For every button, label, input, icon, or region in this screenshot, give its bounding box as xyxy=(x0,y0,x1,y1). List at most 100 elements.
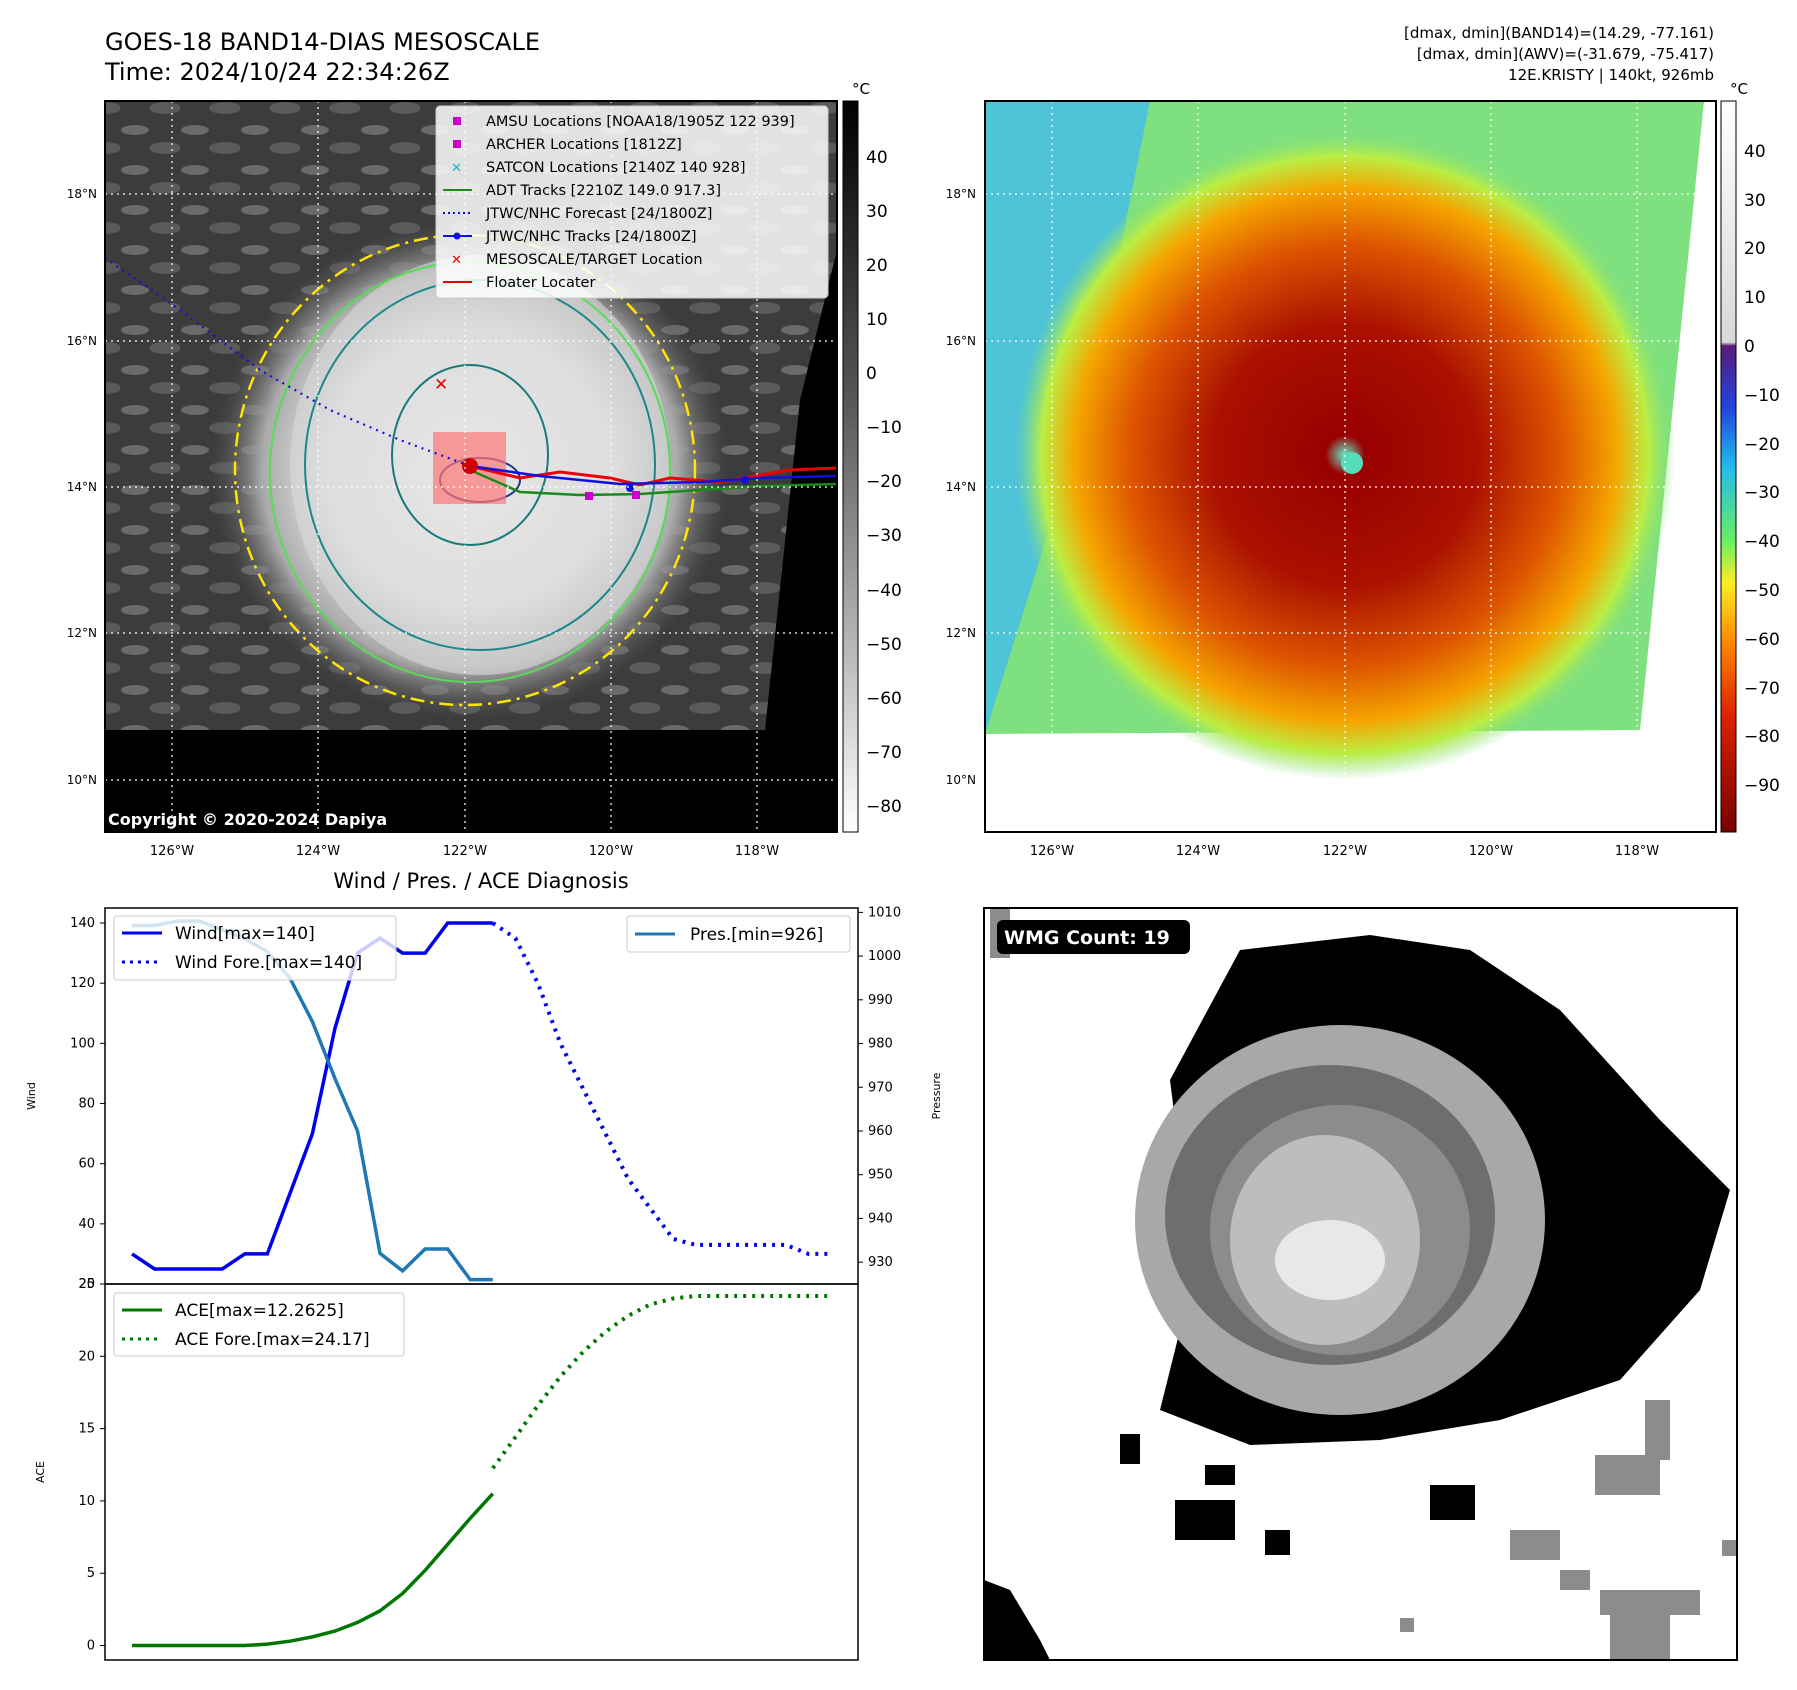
enh-colorbar-tick: 40 xyxy=(1744,142,1766,162)
pressure-ytick-label: 980 xyxy=(868,1037,893,1052)
diagnosis-title: Wind / Pres. / ACE Diagnosis xyxy=(333,869,628,893)
legend-jtwc-track-dot xyxy=(453,232,461,240)
enh-lat-tick-labels: 18°N 16°N 14°N 12°N 10°N xyxy=(946,187,976,787)
enh-map-frame xyxy=(984,100,1717,833)
legend-archer-icon xyxy=(453,140,461,148)
map-legend: AMSU Locations [NOAA18/1905Z 122 939] AR… xyxy=(435,105,829,299)
lat-tick-label: 18°N xyxy=(67,187,97,201)
series-ace-fore-line xyxy=(491,1294,831,1470)
wmg-gray-patch xyxy=(1722,1540,1737,1556)
info-line-2: [dmax, dmin](AWV)=(-31.679, -75.417) xyxy=(1417,45,1714,63)
pressure-ytick-label: 960 xyxy=(868,1124,893,1139)
wmg-black-patch xyxy=(1175,1500,1235,1540)
ir-colorbar-tick: −30 xyxy=(866,526,902,546)
ir-colorbar-tick: 30 xyxy=(866,202,888,222)
legend-adt-label: ADT Tracks [2210Z 149.0 917.3] xyxy=(486,183,721,199)
ir-nodata-right xyxy=(765,101,837,832)
enh-colorbar-tick: 10 xyxy=(1744,288,1766,308)
lat-tick-label: 14°N xyxy=(67,480,97,494)
wmg-black-patch xyxy=(1265,1530,1290,1555)
ace-legend: ACE[max=12.2625] ACE Fore.[max=24.17] xyxy=(113,1292,405,1357)
ir-nodata-bottom xyxy=(105,730,837,832)
wind-ytick-label: 40 xyxy=(78,1217,95,1232)
wmg-black-corner xyxy=(984,1580,1050,1660)
info-line-1: [dmax, dmin](BAND14)=(14.29, -77.161) xyxy=(1404,24,1714,42)
legend-archer-label: ARCHER Locations [1812Z] xyxy=(486,137,682,153)
lat-tick-label: 12°N xyxy=(946,626,976,640)
amsu-marker xyxy=(585,492,593,500)
ir-colorbar-tick: −70 xyxy=(866,743,902,763)
legend-satcon-label: SATCON Locations [2140Z 140 928] xyxy=(486,160,745,176)
wind-ytick-label: 80 xyxy=(78,1097,95,1112)
pressure-ytick-label: 1000 xyxy=(868,949,901,964)
enh-colorbar-ticks: 40 30 20 10 0 −10 −20 −30 −40 −50 −60 −7… xyxy=(1744,142,1780,796)
legend-floater-label: Floater Locater xyxy=(486,275,595,291)
ace-ytick-label: 10 xyxy=(78,1494,95,1509)
ace-ytick-label: 5 xyxy=(87,1566,95,1581)
ir-colorbar-tick: 40 xyxy=(866,148,888,168)
enh-colorbar-tick: −50 xyxy=(1744,581,1780,601)
pressure-ytick-label: 970 xyxy=(868,1080,893,1095)
legend-jtwc-forecast-label: JTWC/NHC Forecast [24/1800Z] xyxy=(485,206,712,222)
info-line-3: 12E.KRISTY | 140kt, 926mb xyxy=(1508,66,1714,84)
enh-colorbar-tick: 20 xyxy=(1744,239,1766,259)
jtwc-track-point xyxy=(626,484,634,492)
wmg-gray-patch xyxy=(1595,1455,1660,1495)
enh-colorbar-tick: −30 xyxy=(1744,483,1780,503)
enh-colorbar-tick: −60 xyxy=(1744,630,1780,650)
enh-colorbar xyxy=(1720,100,1737,833)
enh-colorbar-tick: −70 xyxy=(1744,679,1780,699)
enh-colorbar-unit: °C xyxy=(1730,80,1748,98)
lon-tick-label: 124°W xyxy=(296,844,340,859)
ace-ytick-label: 15 xyxy=(78,1422,95,1437)
enh-lon-tick-labels: 126°W 124°W 122°W 120°W 118°W xyxy=(1030,844,1659,859)
lon-tick-label: 126°W xyxy=(1030,844,1074,859)
ir-teal-contour-inner xyxy=(391,364,549,546)
wmg-frame xyxy=(983,907,1738,1661)
wmg-eye xyxy=(1275,1220,1385,1300)
lon-tick-label: 126°W xyxy=(150,844,194,859)
enh-eye xyxy=(1341,452,1363,474)
ir-map-panel: ✕ Copyright © 2020-2024 Dapiya AMSU Loca… xyxy=(67,80,902,859)
ir-colorbar-tick: −10 xyxy=(866,418,902,438)
lon-tick-label: 122°W xyxy=(1323,844,1367,859)
ace-ytick-label: 0 xyxy=(87,1639,95,1654)
pressure-ytick-label: 930 xyxy=(868,1255,893,1270)
ir-colorbar-tick: 10 xyxy=(866,310,888,330)
pressure-ytick-label: 940 xyxy=(868,1211,893,1226)
ir-colorbar xyxy=(842,100,859,833)
jtwc-track-point xyxy=(741,476,749,484)
wmg-black-patch xyxy=(1205,1465,1235,1485)
lon-tick-label: 120°W xyxy=(589,844,633,859)
ir-colorbar-tick: 20 xyxy=(866,256,888,276)
wmg-gray-patch xyxy=(1510,1530,1560,1560)
wmg-gray-patch xyxy=(1560,1570,1590,1590)
series-ace-line xyxy=(132,1492,495,1648)
enhanced-map-panel: 126°W 124°W 122°W 120°W 118°W 18°N 16°N … xyxy=(946,80,1780,859)
legend-amsu-icon xyxy=(453,117,461,125)
wind-ytick-label: 100 xyxy=(70,1036,95,1051)
wind-pressure-chart: Wind Pressure 20 40 60 80 100 120 140 930 940 950… xyxy=(25,905,943,1292)
copyright-text: Copyright © 2020-2024 Dapiya xyxy=(108,810,387,829)
pressure-ytick-label: 1010 xyxy=(868,905,901,920)
enh-colorbar-tick: 30 xyxy=(1744,191,1766,211)
ir-lat-tick-labels: 18°N 16°N 14°N 12°N 10°N xyxy=(67,187,97,787)
legend-wind-label: Wind[max=140] xyxy=(175,924,315,944)
ir-map-frame xyxy=(104,100,838,833)
series-wind-line xyxy=(131,921,493,1271)
ace-ytick-label: 20 xyxy=(78,1349,95,1364)
lat-tick-label: 16°N xyxy=(67,334,97,348)
wmg-count-label: WMG Count: 19 xyxy=(1004,927,1170,949)
wind-legend: Wind[max=140] Wind Fore.[max=140] xyxy=(113,915,397,981)
lat-tick-label: 10°N xyxy=(946,773,976,787)
ir-colorbar-tick: −60 xyxy=(866,689,902,709)
legend-wind-fore-label: Wind Fore.[max=140] xyxy=(175,953,362,973)
title-line-2: Time: 2024/10/24 22:34:26Z xyxy=(104,58,450,86)
enh-colorbar-tick: −90 xyxy=(1744,776,1780,796)
lon-tick-label: 118°W xyxy=(1615,844,1659,859)
enh-colorbar-tick: 0 xyxy=(1744,337,1755,357)
wmg-count-badge xyxy=(997,920,1190,954)
